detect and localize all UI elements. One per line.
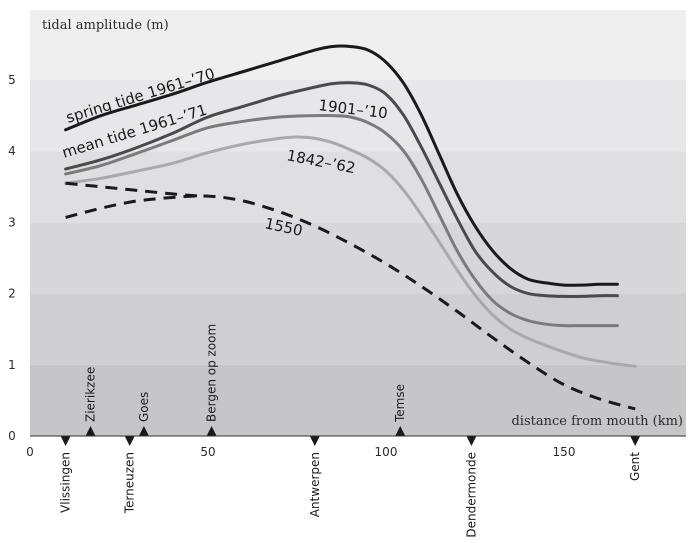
series-line-5	[65, 181, 202, 198]
place-label: Terneuzen	[123, 452, 137, 514]
band-5	[30, 10, 686, 80]
x-tick-label: 50	[200, 445, 215, 459]
y-tick-label: 2	[8, 287, 16, 301]
band-0	[30, 364, 686, 436]
x-axis-label: distance from mouth (km)	[511, 414, 683, 429]
y-tick-label: 4	[8, 144, 16, 158]
series-line-1	[64, 81, 619, 299]
place-markers: Vlissingen Terneuzen Antwerpen Dendermonde G…	[59, 324, 643, 538]
x-tick-label: 150	[553, 445, 576, 459]
series-line-0	[64, 44, 619, 287]
place-label: Bergen op zoom	[205, 324, 219, 422]
x-tick-label: 100	[375, 445, 398, 459]
series-line-2	[64, 113, 619, 328]
place-marker-below	[60, 436, 71, 446]
place-marker-below	[466, 436, 477, 446]
place-label: Temse	[393, 384, 407, 423]
place-marker-below	[309, 436, 320, 446]
place-marker-above	[85, 426, 96, 436]
band-2	[30, 222, 686, 294]
background-bands	[30, 10, 686, 436]
place-label: Gent	[628, 452, 642, 481]
y-tick-label: 3	[8, 215, 16, 229]
series-lines	[64, 44, 637, 411]
place-label: Zierikzee	[84, 367, 98, 422]
series-line-4	[65, 194, 636, 411]
y-axis-ticks: 0 1 2 3 4 5	[8, 73, 16, 443]
band-3	[30, 151, 686, 223]
place-label: Vlissingen	[59, 452, 73, 513]
place-marker-below	[124, 436, 135, 446]
place-marker-above	[138, 426, 149, 436]
band-1	[30, 293, 686, 365]
place-label: Dendermonde	[464, 452, 478, 538]
place-marker-below	[630, 436, 641, 446]
place-label: Goes	[137, 392, 151, 422]
y-tick-label: 5	[8, 73, 16, 87]
y-tick-label: 0	[8, 429, 16, 443]
place-label: Antwerpen	[308, 452, 322, 517]
band-4	[30, 80, 686, 152]
y-tick-label: 1	[8, 358, 16, 372]
place-marker-above	[395, 426, 406, 436]
x-axis-ticks: 0 50 100 150	[26, 445, 575, 459]
x-tick-label: 0	[26, 445, 34, 459]
y-axis-label: tidal amplitude (m)	[42, 18, 169, 33]
series-line-3	[64, 135, 637, 368]
place-marker-above	[206, 426, 217, 436]
